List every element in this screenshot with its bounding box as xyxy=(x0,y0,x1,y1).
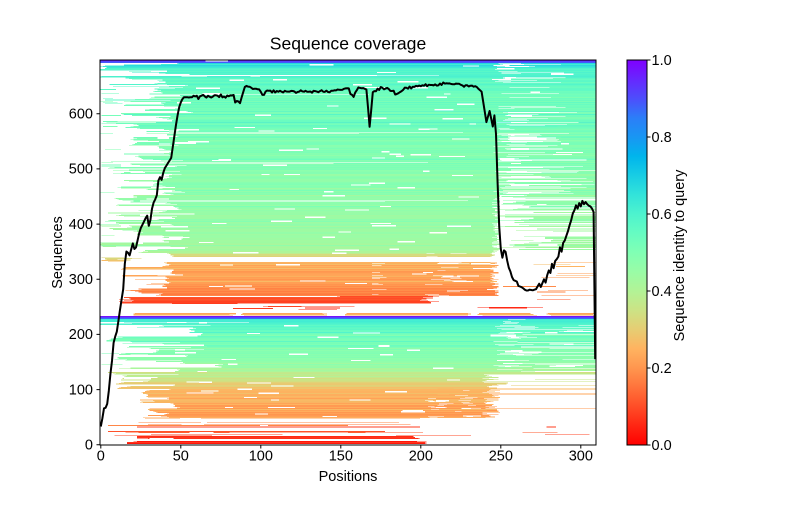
svg-text:0.2: 0.2 xyxy=(652,361,672,377)
svg-text:400: 400 xyxy=(69,217,93,233)
svg-text:250: 250 xyxy=(489,449,513,465)
svg-text:0: 0 xyxy=(85,438,93,454)
svg-text:0.8: 0.8 xyxy=(652,130,672,146)
svg-text:0.4: 0.4 xyxy=(652,284,672,300)
svg-text:1.0: 1.0 xyxy=(652,53,672,69)
svg-text:500: 500 xyxy=(69,162,93,178)
svg-text:Sequences: Sequences xyxy=(50,216,66,289)
svg-text:100: 100 xyxy=(249,449,273,465)
svg-text:100: 100 xyxy=(69,382,93,398)
svg-text:300: 300 xyxy=(569,449,593,465)
svg-text:50: 50 xyxy=(173,449,189,465)
svg-text:0: 0 xyxy=(97,449,105,465)
svg-text:600: 600 xyxy=(69,107,93,123)
svg-text:200: 200 xyxy=(69,327,93,343)
svg-text:0.6: 0.6 xyxy=(652,207,672,223)
svg-text:300: 300 xyxy=(69,272,93,288)
svg-text:200: 200 xyxy=(409,449,433,465)
svg-text:Positions: Positions xyxy=(319,469,378,485)
svg-text:0.0: 0.0 xyxy=(652,438,672,454)
svg-text:Sequence coverage: Sequence coverage xyxy=(270,34,427,54)
svg-text:Sequence identity to query: Sequence identity to query xyxy=(672,169,688,341)
svg-text:150: 150 xyxy=(329,449,353,465)
